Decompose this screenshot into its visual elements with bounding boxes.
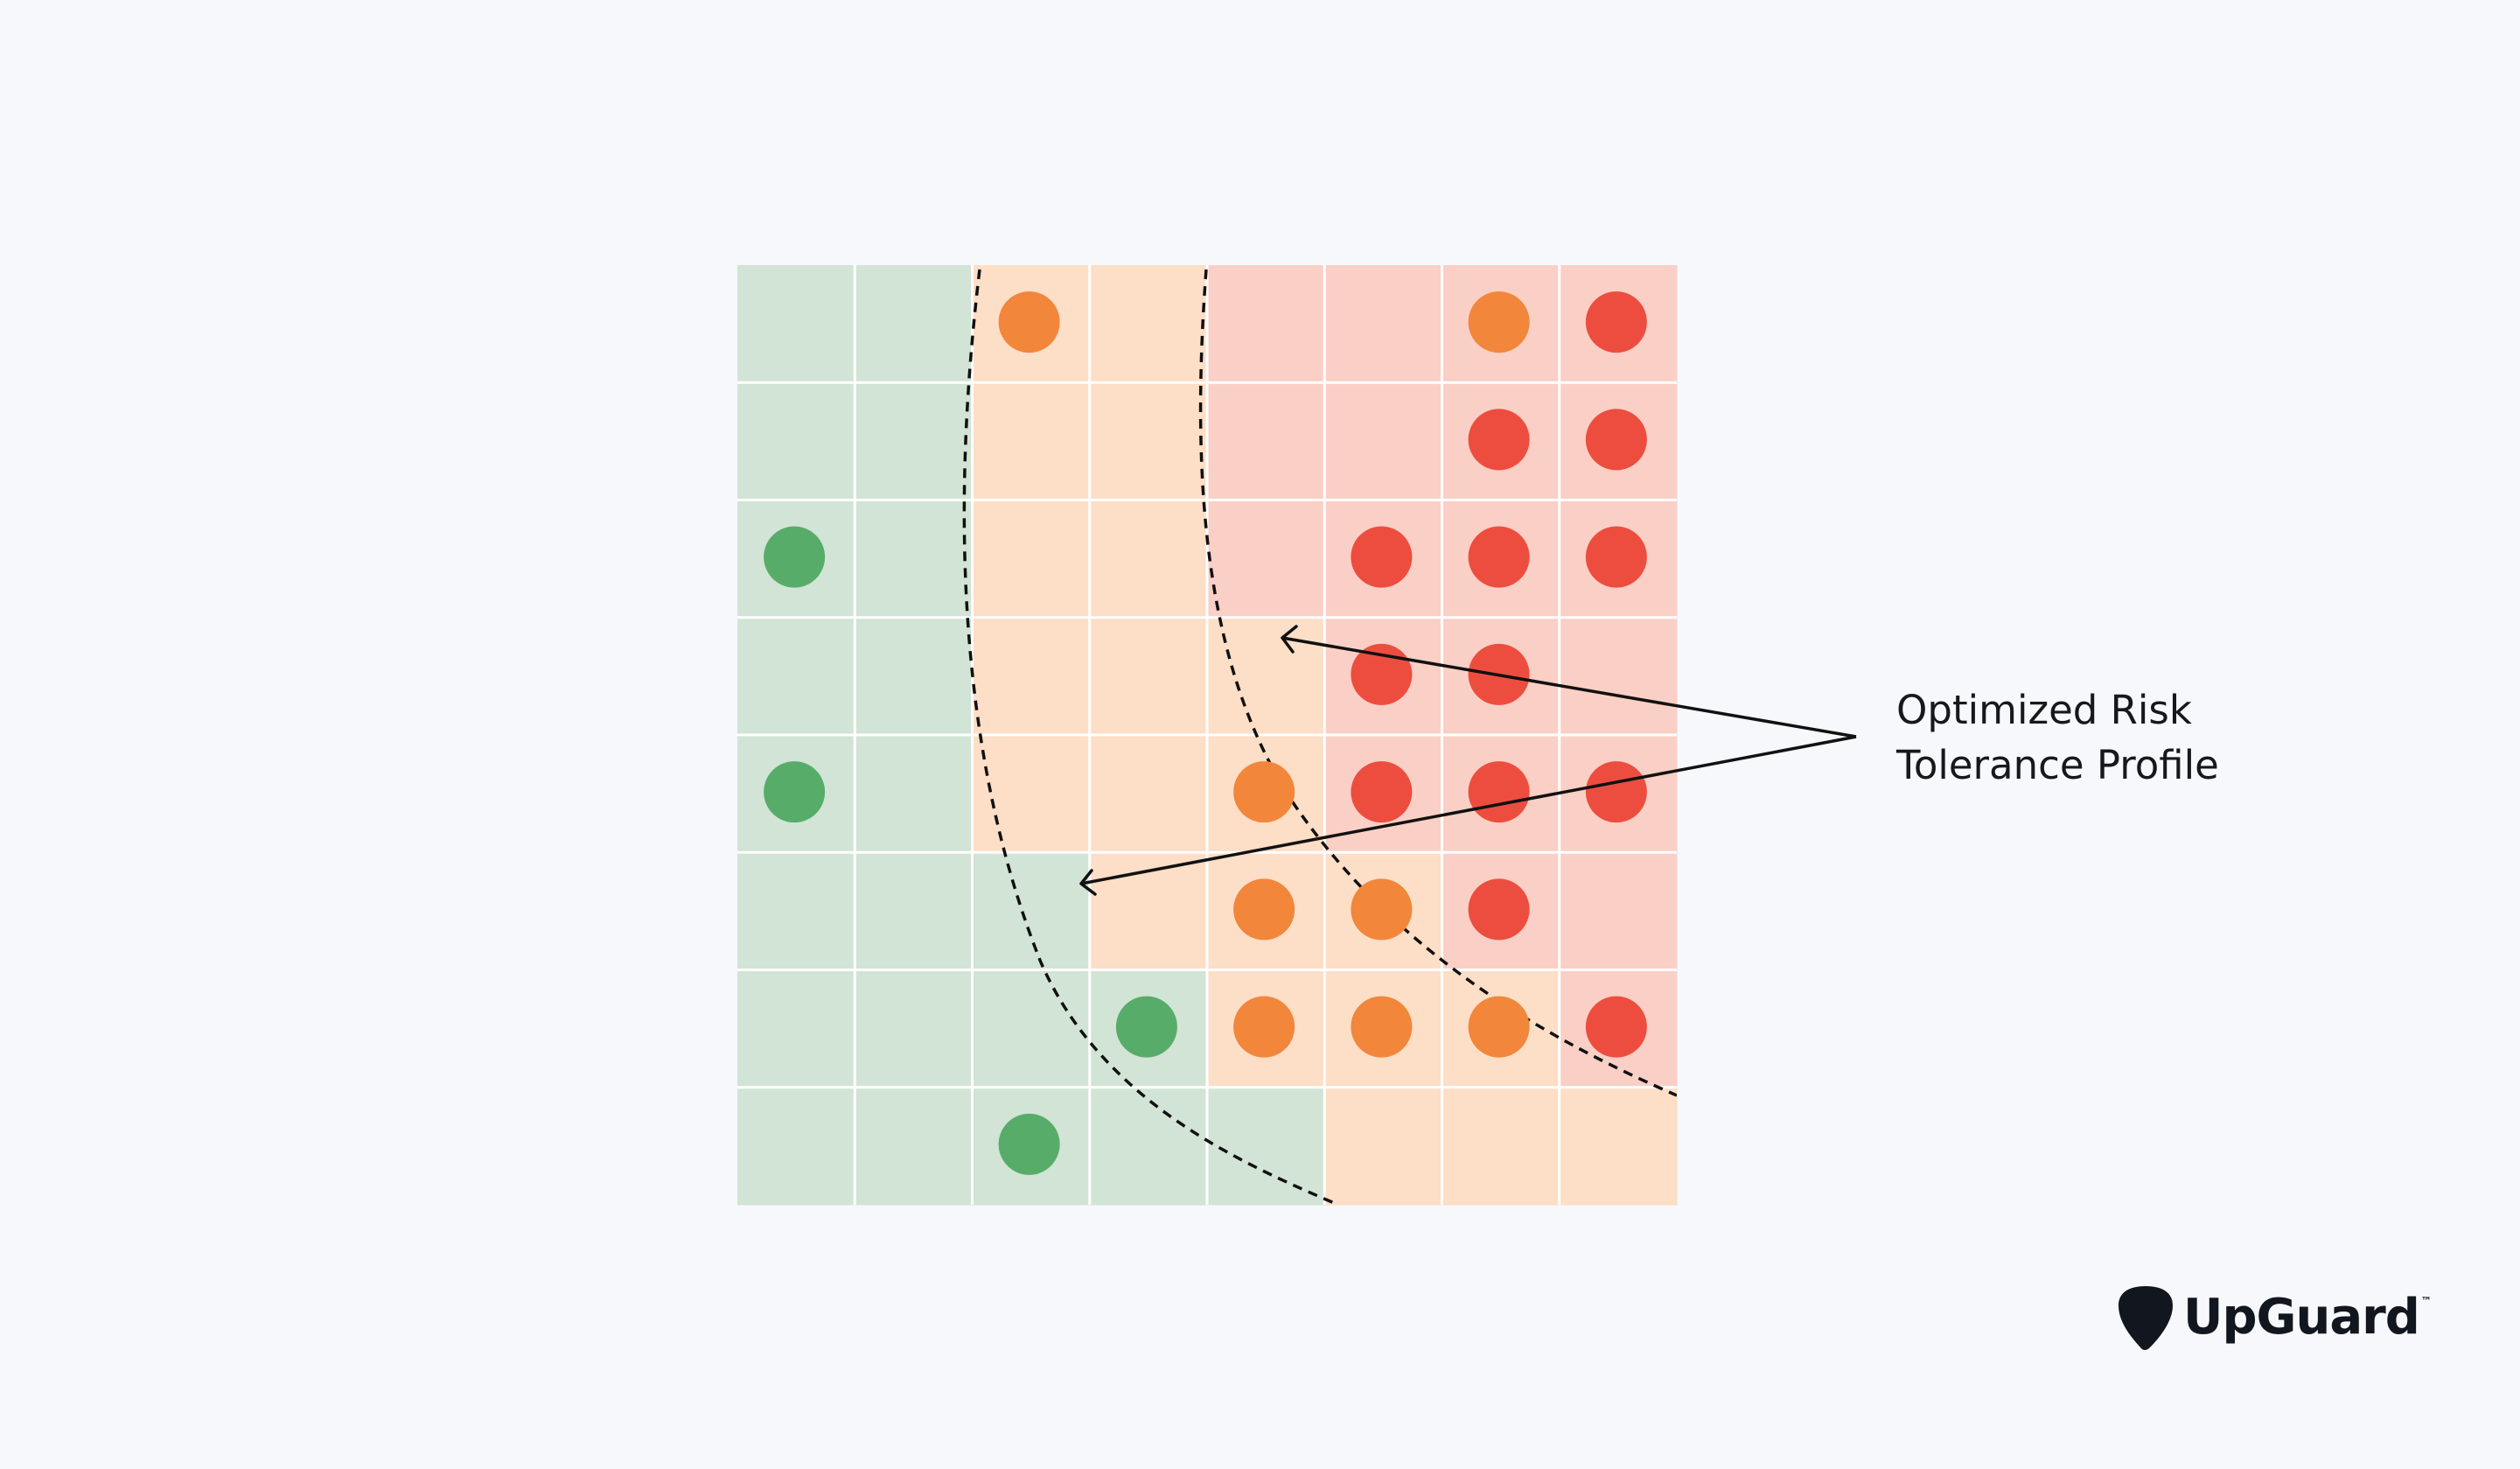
matrix-cell-low-risk — [737, 969, 855, 1088]
arrow-line-lower — [1080, 735, 1857, 885]
matrix-cell-low-risk — [737, 265, 855, 383]
annotation-line-2: Tolerance Profile — [1896, 742, 2219, 788]
risk-dot-green — [764, 526, 826, 588]
risk-dot-green — [998, 1113, 1060, 1175]
risk-dot-orange — [1468, 996, 1530, 1058]
risk-dot-red — [1468, 409, 1530, 471]
matrix-cell-low-risk — [972, 852, 1091, 970]
matrix-cell-low-risk — [855, 1087, 973, 1206]
matrix-cell-low-risk — [737, 852, 855, 970]
matrix-cell-medium-risk — [1324, 1087, 1442, 1206]
risk-dot-red — [1351, 643, 1413, 705]
matrix-cell-high-risk — [1207, 382, 1325, 500]
matrix-cell-low-risk — [855, 735, 973, 853]
risk-dot-green — [1115, 996, 1177, 1058]
matrix-cell-low-risk — [737, 1087, 855, 1206]
matrix-cell-low-risk — [855, 969, 973, 1088]
risk-dot-red — [1585, 996, 1647, 1058]
matrix-cell-medium-risk — [1207, 617, 1325, 736]
matrix-cell-high-risk — [1324, 265, 1442, 383]
risk-dot-red — [1585, 291, 1647, 353]
matrix-cell-medium-risk — [972, 617, 1091, 736]
matrix-cell-medium-risk — [1089, 500, 1208, 619]
risk-dot-orange — [1233, 761, 1295, 823]
matrix-cell-low-risk — [855, 265, 973, 383]
matrix-cell-low-risk — [855, 382, 973, 500]
matrix-cell-medium-risk — [972, 382, 1091, 500]
arrow-head-lower — [1079, 869, 1097, 896]
logo-trademark: ™ — [2420, 1295, 2432, 1307]
matrix-cell-high-risk — [1559, 852, 1678, 970]
risk-dot-orange — [998, 291, 1060, 353]
risk-dot-red — [1468, 761, 1530, 823]
annotation-arrows — [1079, 625, 1857, 896]
tolerance-boundaries — [962, 269, 1677, 1205]
risk-dot-red — [1585, 761, 1647, 823]
risk-dot-red — [1585, 526, 1647, 588]
risk-dot-orange — [1351, 878, 1413, 941]
matrix-cell-high-risk — [1207, 500, 1325, 619]
risk-dot-red — [1351, 526, 1413, 588]
logo-wordmark: UpGuard — [2183, 1289, 2420, 1346]
matrix-cell-medium-risk — [1559, 1087, 1678, 1206]
risk-dot-red — [1351, 761, 1413, 823]
guitar-pick-shield-icon — [2119, 1286, 2173, 1350]
risk-dot-orange — [1351, 996, 1413, 1058]
matrix-cell-low-risk — [855, 852, 973, 970]
upguard-logo: UpGuard ™ — [2115, 1283, 2432, 1353]
matrix-cell-medium-risk — [1089, 617, 1208, 736]
risk-dots — [764, 291, 1647, 1175]
matrix-cell-low-risk — [1089, 1087, 1208, 1206]
matrix-cell-low-risk — [855, 500, 973, 619]
matrix-cell-medium-risk — [972, 735, 1091, 853]
risk-dot-red — [1468, 878, 1530, 941]
risk-dot-red — [1468, 526, 1530, 588]
matrix-cell-medium-risk — [1089, 382, 1208, 500]
matrix-cells — [737, 265, 1678, 1206]
matrix-cell-high-risk — [1559, 617, 1678, 736]
risk-dot-red — [1585, 409, 1647, 471]
risk-dot-green — [764, 761, 826, 823]
matrix-cell-medium-risk — [1441, 1087, 1560, 1206]
matrix-cell-low-risk — [737, 617, 855, 736]
matrix-cell-low-risk — [1207, 1087, 1325, 1206]
matrix-cell-medium-risk — [972, 500, 1091, 619]
arrow-line-upper — [1281, 636, 1857, 738]
annotation-line-1: Optimized Risk — [1896, 687, 2192, 733]
matrix-cell-medium-risk — [1089, 735, 1208, 853]
risk-dot-orange — [1233, 878, 1295, 941]
risk-dot-orange — [1468, 291, 1530, 353]
matrix-grid-lines — [737, 265, 1677, 1205]
matrix-cell-low-risk — [737, 382, 855, 500]
annotation-label: Optimized Risk Tolerance Profile — [1896, 682, 2219, 793]
medium-high-boundary-curve — [1198, 269, 1677, 1097]
arrow-head-upper — [1281, 625, 1298, 654]
matrix-cell-high-risk — [1324, 382, 1442, 500]
matrix-cell-low-risk — [972, 969, 1091, 1088]
matrix-cell-high-risk — [1207, 265, 1325, 383]
matrix-cell-low-risk — [855, 617, 973, 736]
matrix-cell-medium-risk — [1089, 265, 1208, 383]
low-medium-boundary-curve — [962, 269, 1339, 1205]
risk-dot-orange — [1233, 996, 1295, 1058]
